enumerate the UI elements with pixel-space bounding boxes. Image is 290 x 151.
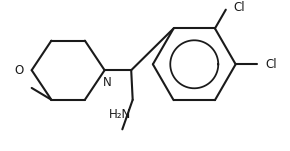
Text: Cl: Cl [234,1,245,14]
Text: N: N [103,76,112,89]
Text: O: O [14,64,24,77]
Text: H₂N: H₂N [109,108,131,121]
Text: Cl: Cl [265,58,277,71]
